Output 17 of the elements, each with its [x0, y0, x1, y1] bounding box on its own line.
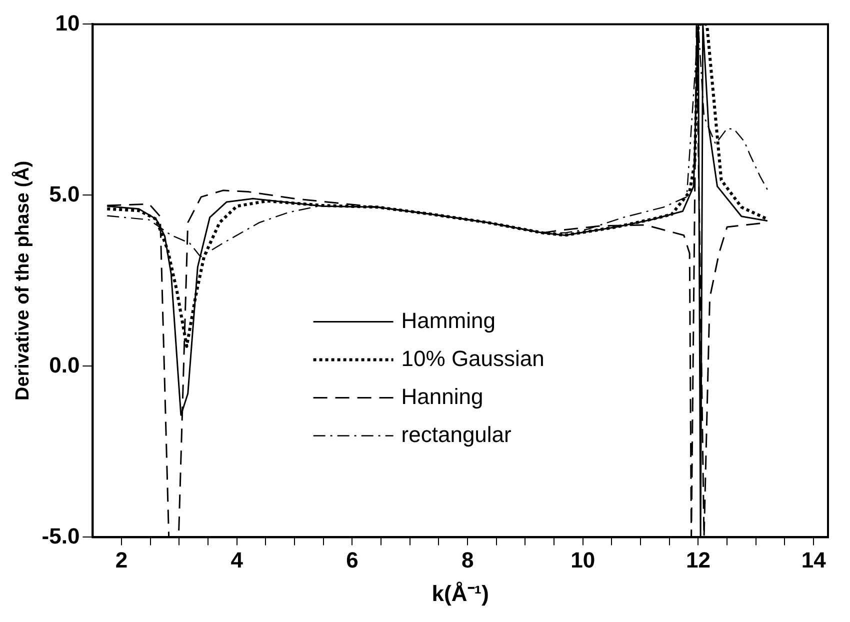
legend-label: Hanning	[401, 384, 484, 409]
y-tick-label: 5.0	[49, 181, 80, 206]
x-tick-label: 8	[461, 547, 474, 572]
y-tick-label: 10	[55, 10, 80, 36]
x-tick-label: 6	[346, 547, 358, 572]
x-tick-label: 4	[230, 547, 244, 572]
legend-label: 10% Gaussian	[401, 346, 544, 371]
legend-label: Hamming	[401, 308, 496, 333]
y-axis-title: Derivative of the phase (Å)	[12, 160, 34, 401]
y-tick-label: -5.0	[42, 523, 80, 548]
legend-label: rectangular	[401, 422, 512, 447]
x-tick-label: 12	[686, 547, 710, 572]
x-tick-label: 10	[570, 547, 596, 572]
x-tick-label: 14	[801, 547, 827, 572]
y-tick-label: 0.0	[49, 352, 80, 378]
x-axis-title: k(Å⁻¹)	[432, 580, 489, 606]
x-tick-label: 2	[115, 547, 128, 572]
